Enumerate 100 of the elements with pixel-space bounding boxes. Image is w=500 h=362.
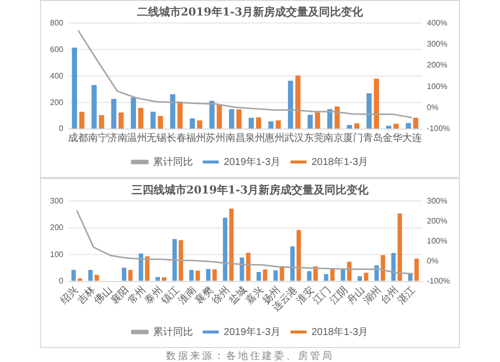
bar <box>380 255 386 281</box>
y2-tick-label: -100% <box>426 276 450 286</box>
legend-label: 2018年1-3月 <box>312 326 368 338</box>
bar <box>111 98 116 128</box>
bar <box>145 256 150 281</box>
bar <box>262 270 268 281</box>
bar <box>128 270 133 281</box>
bar <box>222 218 228 281</box>
bar <box>268 121 274 128</box>
x-tick-label: 济南 <box>107 132 128 144</box>
x-tick-label: 长春 <box>166 132 186 144</box>
x-tick-label: 厦门 <box>343 132 364 144</box>
bar <box>229 208 234 281</box>
bar <box>364 272 368 281</box>
y-tick-label: 100 <box>50 250 64 259</box>
bar <box>216 104 222 128</box>
bar <box>307 271 312 281</box>
legend-label: 2018年1-3月 <box>312 156 368 168</box>
bar <box>189 270 194 281</box>
bar <box>413 118 418 128</box>
bar <box>398 213 402 281</box>
y2-tick-label: 300% <box>426 40 448 49</box>
y-tick-label: 600 <box>50 44 64 54</box>
x-tick-label: 武汉 <box>284 132 304 144</box>
x-tick-label: 福州 <box>186 132 206 144</box>
bar <box>177 101 183 128</box>
x-tick-label: 成都 <box>68 132 88 144</box>
legend-label: 累计同比 <box>152 326 193 338</box>
bar <box>366 93 372 128</box>
bar <box>327 109 332 128</box>
bar <box>162 277 166 281</box>
bar <box>79 112 84 128</box>
bar <box>150 112 156 128</box>
x-tick-label: 南京 <box>323 132 344 144</box>
y2-tick-label: 100% <box>426 82 448 91</box>
bar <box>248 118 254 128</box>
bar <box>290 246 295 281</box>
y-tick-label: 0 <box>58 276 64 286</box>
bar <box>190 118 195 128</box>
y2-tick-label: 400% <box>426 18 448 28</box>
bar <box>386 126 392 128</box>
bar <box>346 125 352 128</box>
bar <box>330 270 335 281</box>
bar <box>276 120 281 128</box>
bar <box>138 254 144 281</box>
bar <box>94 274 99 281</box>
bar <box>334 106 340 128</box>
bar <box>156 277 160 281</box>
bar <box>92 84 97 128</box>
y-tick-label: 200 <box>50 223 64 232</box>
bar <box>295 75 300 128</box>
bar <box>209 100 215 128</box>
y2-tick-label: -100% <box>426 124 450 134</box>
bar <box>288 80 294 128</box>
y-tick-label: 300 <box>50 196 64 206</box>
y2-tick-label: 0% <box>426 256 438 266</box>
x-tick-label: 无锡 <box>146 132 167 144</box>
bar <box>118 112 124 128</box>
bar <box>172 239 177 281</box>
chart-title: 三四线城市2019年1-3月新房成交量及同比变化 <box>131 183 370 196</box>
source-note: 数据来源：各地住建委、房管局 <box>165 350 335 362</box>
bar <box>122 268 126 281</box>
bar <box>256 117 262 128</box>
bar <box>394 124 399 128</box>
bar <box>414 258 419 281</box>
bar <box>358 276 362 281</box>
bar <box>158 116 163 128</box>
legend-label: 2019年1-3月 <box>224 326 281 338</box>
x-tick-label: 南昌 <box>225 132 246 144</box>
bar <box>88 270 93 281</box>
bar <box>296 230 301 281</box>
bar <box>240 258 244 281</box>
legend-label: 累计同比 <box>152 156 193 168</box>
bar <box>98 115 104 128</box>
y-tick-label: 0 <box>58 124 64 134</box>
y-tick-label: 400 <box>50 71 64 80</box>
y-tick-label: 800 <box>50 18 64 28</box>
bar <box>374 78 380 128</box>
x-tick-label: 大连 <box>402 132 422 144</box>
bar <box>280 266 284 281</box>
y2-tick-label: 200% <box>426 216 448 226</box>
bar <box>72 48 78 128</box>
bar <box>246 252 250 281</box>
bar <box>196 270 200 281</box>
bar <box>374 265 379 281</box>
bar <box>308 114 313 128</box>
chart-title: 二线城市2019年1-3月新房成交量及同比变化 <box>136 5 364 18</box>
x-tick-label: 金华 <box>382 132 402 144</box>
x-tick-label: 苏州 <box>206 132 226 144</box>
bar <box>406 123 411 128</box>
x-tick-label: 南宁 <box>88 132 108 144</box>
y2-tick-label: 100% <box>426 236 448 246</box>
x-tick-label: 温州 <box>127 132 148 144</box>
bar <box>229 109 234 128</box>
x-tick-label: 泉州 <box>244 132 265 144</box>
bar <box>71 270 76 281</box>
bar <box>347 262 352 281</box>
bar <box>197 120 202 128</box>
bar <box>314 112 320 128</box>
y2-tick-label: 300% <box>426 196 448 206</box>
